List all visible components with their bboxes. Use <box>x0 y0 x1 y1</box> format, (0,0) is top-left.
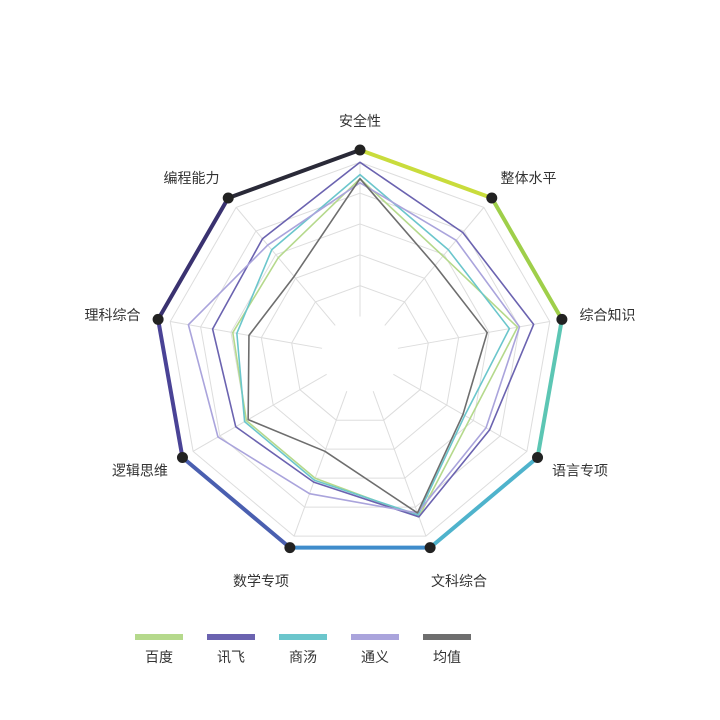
grid-layer <box>169 161 551 537</box>
legend: 百度 讯飞 商汤 通义 均值 <box>135 634 471 666</box>
axis-dot <box>152 313 164 325</box>
series-line <box>247 177 488 514</box>
outer-frame-edge <box>358 148 494 200</box>
outer-frame <box>152 144 568 554</box>
legend-swatch <box>351 634 399 640</box>
axis-label: 逻辑思维 <box>112 464 168 480</box>
outer-frame-edge <box>156 317 185 460</box>
grid-spoke <box>384 207 485 326</box>
legend-swatch <box>135 634 183 640</box>
outer-frame-edge <box>180 455 292 550</box>
axis-label: 理科综合 <box>85 308 141 324</box>
legend-swatch <box>423 634 471 640</box>
grid-spoke <box>235 207 336 326</box>
legend-label: 讯飞 <box>217 650 245 666</box>
axis-label: 整体水平 <box>500 171 556 187</box>
axis-label: 数学专项 <box>233 574 289 590</box>
axis-label: 综合知识 <box>579 307 635 324</box>
grid-spoke <box>170 321 323 349</box>
axis-dot <box>532 452 544 463</box>
legend-label: 通义 <box>361 650 389 666</box>
axis-dot <box>222 192 234 204</box>
axis-dot <box>176 452 188 463</box>
outer-frame-edge <box>489 195 564 322</box>
axis-dot <box>556 313 568 325</box>
grid-spoke <box>192 373 327 452</box>
outer-frame-edge <box>226 148 362 200</box>
axis-label: 编程能力 <box>164 171 220 187</box>
series-line <box>187 182 521 514</box>
series-line <box>236 173 511 516</box>
legend-swatch <box>279 634 327 640</box>
grid-ring <box>200 192 520 508</box>
grid-ring <box>169 161 551 537</box>
outer-frame-edge <box>535 317 564 460</box>
legend-label: 均值 <box>433 650 461 666</box>
grid-ring <box>291 285 429 421</box>
grid-spoke <box>397 321 550 349</box>
grid-spoke <box>393 373 528 452</box>
series-layer <box>187 161 535 518</box>
grid-ring <box>260 254 460 450</box>
outer-frame-edge <box>428 455 540 550</box>
axis-label: 安全性 <box>339 113 381 130</box>
axis-label: 语言专项 <box>552 464 608 480</box>
series-line <box>211 161 535 518</box>
legend-label: 商汤 <box>289 650 317 666</box>
axis-dot <box>424 542 436 554</box>
axis-dot <box>284 542 296 554</box>
legend-label: 百度 <box>145 650 173 666</box>
outer-frame-edge <box>156 195 231 322</box>
axis-label: 文科综合 <box>431 574 487 590</box>
axis-dot <box>354 144 366 156</box>
legend-swatch <box>207 634 255 640</box>
axis-dot <box>486 192 498 204</box>
grid-spoke <box>293 391 348 537</box>
